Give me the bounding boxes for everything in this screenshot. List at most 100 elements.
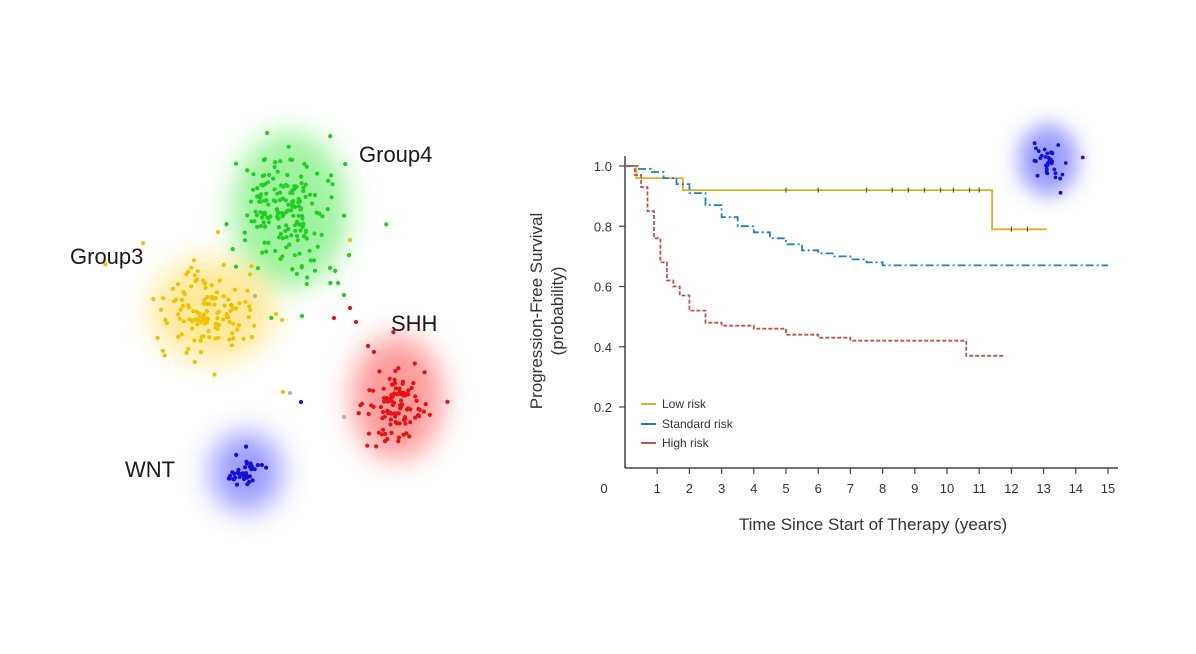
cluster-point-group3	[171, 299, 177, 304]
y-tick-label: 0.2	[594, 400, 612, 415]
cluster-point-group4	[263, 224, 268, 229]
cluster-point-group4	[295, 238, 300, 243]
cluster-point-shh	[381, 409, 386, 415]
cluster-point-shh	[415, 413, 421, 418]
cluster-point-shh	[406, 388, 411, 393]
legend-label-standard-risk: Standard risk	[662, 417, 734, 431]
x-tick-label: 12	[1004, 481, 1018, 496]
cluster-point-group3	[229, 343, 234, 348]
cluster-point-wnt	[298, 399, 304, 405]
cluster-point-shh	[400, 402, 405, 407]
cluster-point-shh	[393, 386, 399, 391]
cluster-point-group4	[275, 169, 280, 174]
wnt-inset-point	[1060, 172, 1065, 177]
cluster-point-shh	[413, 415, 418, 420]
cluster-point-group4	[254, 213, 260, 218]
cluster-point-group4	[233, 264, 239, 269]
cluster-point-shh	[381, 427, 386, 432]
cluster-point-group4	[297, 251, 302, 256]
cluster-point-group3	[195, 269, 200, 274]
cluster-point-group4	[292, 223, 298, 228]
cluster-point-group4	[271, 176, 276, 181]
cluster-point-group3	[207, 335, 212, 340]
x-tick-label: 10	[940, 481, 954, 496]
cluster-point-group4	[286, 202, 291, 207]
cluster-point-group4	[283, 228, 288, 233]
cluster-point-wnt	[252, 467, 257, 472]
cluster-point-group4	[258, 192, 263, 197]
cluster-point-group3	[227, 319, 232, 324]
cluster-point-shh	[365, 443, 370, 448]
cluster-point-group3	[215, 229, 221, 235]
cluster-point-group3	[214, 321, 219, 326]
cluster-point-group4	[264, 191, 269, 196]
cluster-point-group3	[236, 323, 241, 328]
cluster-point-shh	[382, 414, 387, 419]
cluster-point-group4	[253, 209, 258, 214]
cluster-point-group4	[284, 235, 289, 240]
cluster-point-group3	[202, 281, 207, 286]
x-tick-label: 7	[847, 481, 854, 496]
cluster-point-group4	[266, 202, 271, 207]
cluster-point-group3	[204, 309, 209, 314]
cluster-point-group3	[210, 296, 215, 301]
cluster-point-group4	[341, 292, 347, 298]
cluster-point-group3	[198, 350, 204, 355]
cluster-point-group3	[248, 307, 253, 313]
cluster-point-group4	[328, 134, 333, 139]
cluster-point-group3	[213, 296, 218, 301]
cluster-point-shh	[385, 436, 390, 442]
wnt-inset-point	[1049, 161, 1054, 166]
cluster-point-group3	[252, 323, 257, 328]
cluster-point-group3	[162, 353, 167, 358]
cluster-point-group3	[231, 336, 236, 341]
cluster-point-group3	[205, 295, 210, 300]
cluster-point-group3	[224, 315, 230, 320]
cluster-point-group3	[221, 294, 226, 299]
cluster-point-group4	[310, 201, 315, 206]
cluster-point-group3	[209, 283, 214, 288]
cluster-point-group4	[299, 265, 304, 270]
cluster-point-shh	[381, 386, 386, 391]
cluster-point-group4	[276, 225, 281, 230]
cluster-point-group3	[176, 312, 181, 317]
cluster-point-group3	[213, 325, 218, 330]
cluster-point-wnt	[247, 480, 252, 485]
cluster-point-shh	[402, 417, 407, 422]
cluster-point-shh	[399, 398, 404, 403]
cluster-point-group3	[192, 273, 197, 278]
series-line-low-risk	[625, 165, 1047, 231]
survival-curves	[625, 165, 1108, 357]
cluster-points	[103, 130, 450, 487]
cluster-point-group4	[266, 240, 271, 245]
wnt-inset-point	[1032, 141, 1037, 146]
cluster-point-group4	[278, 231, 283, 236]
cluster-point-group4	[307, 248, 312, 253]
cluster-point-shh	[383, 431, 388, 436]
cluster-point-group4	[301, 188, 306, 194]
cluster-point-group3	[198, 338, 203, 343]
cluster-point-group4	[261, 220, 266, 225]
cluster-point-group3	[176, 334, 181, 339]
cluster-point-group3	[201, 334, 206, 339]
cluster-point-group4	[290, 201, 295, 206]
cluster-point-group4	[327, 265, 333, 271]
cluster-point-group4	[333, 268, 338, 273]
cluster-point-group4	[317, 211, 322, 216]
cluster-point-group3	[199, 319, 204, 324]
cluster-point-group3	[203, 285, 208, 291]
cluster-point-group3	[224, 312, 229, 317]
legend-label-high-risk: High risk	[662, 436, 710, 450]
cluster-point-group4	[233, 161, 239, 166]
cluster-point-group4	[343, 162, 348, 167]
cluster-point-group3	[245, 288, 250, 293]
cluster-point-shh	[393, 368, 398, 374]
cluster-point-group4	[295, 219, 300, 224]
cluster-label-wnt: WNT	[125, 457, 175, 482]
wnt-inset-point	[1053, 171, 1058, 176]
cluster-point-group4	[272, 187, 277, 192]
wnt-inset-point	[1043, 155, 1048, 159]
cluster-point-group3	[190, 326, 195, 331]
cluster-point-shh	[414, 398, 419, 403]
cluster-point-group4	[284, 245, 289, 250]
